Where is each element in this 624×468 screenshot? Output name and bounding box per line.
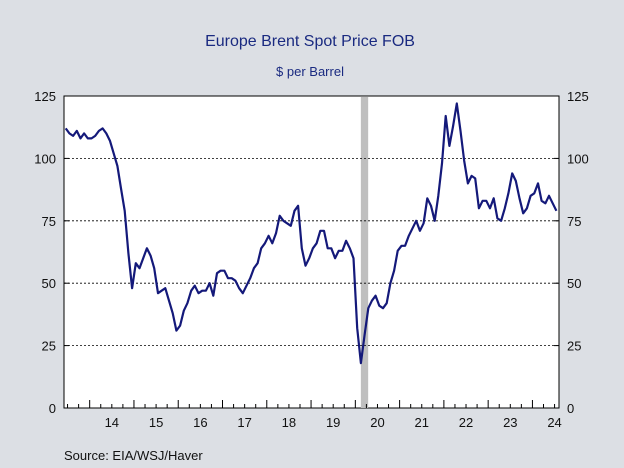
x-tick-label: 14: [105, 415, 119, 430]
x-tick-label: 17: [237, 415, 251, 430]
x-tick-label: 21: [415, 415, 429, 430]
chart-subtitle: $ per Barrel: [276, 64, 344, 79]
x-tick-label: 18: [282, 415, 296, 430]
y-tick-label-left: 0: [49, 401, 56, 416]
x-tick-label: 15: [149, 415, 163, 430]
y-tick-label-right: 50: [567, 276, 581, 291]
shaded-period-layer: [360, 97, 369, 408]
grid-layer: [64, 157, 559, 347]
y-tick-label-right: 0: [567, 401, 574, 416]
y-tick-label-right: 25: [567, 339, 581, 354]
x-tick-label: 23: [503, 415, 517, 430]
y-tick-label-right: 125: [567, 89, 589, 104]
x-tick-label: 19: [326, 415, 340, 430]
y-tick-label-left: 50: [42, 276, 56, 291]
chart-title: Europe Brent Spot Price FOB: [205, 33, 415, 50]
x-tick-label: 24: [547, 415, 561, 430]
shaded-period: [360, 97, 369, 408]
x-tick-label: 22: [459, 415, 473, 430]
y-tick-label-left: 25: [42, 339, 56, 354]
y-tick-label-right: 100: [567, 151, 589, 166]
x-tick-label: 20: [370, 415, 384, 430]
y-tick-label-left: 125: [34, 89, 56, 104]
source-note: Source: EIA/WSJ/Haver: [64, 448, 203, 463]
series-layer: [64, 102, 558, 365]
x-tick-label: 16: [193, 415, 207, 430]
y-tick-label-left: 75: [42, 214, 56, 229]
tick-layer: [64, 95, 559, 409]
brent-price-line: [64, 102, 558, 365]
y-tick-label-left: 100: [34, 151, 56, 166]
tick-label-layer: 0 25 50 75 100 125 0 25 50 75 100 125 14 15 16 17 18 19 20…: [34, 89, 588, 430]
y-tick-label-right: 75: [567, 214, 581, 229]
